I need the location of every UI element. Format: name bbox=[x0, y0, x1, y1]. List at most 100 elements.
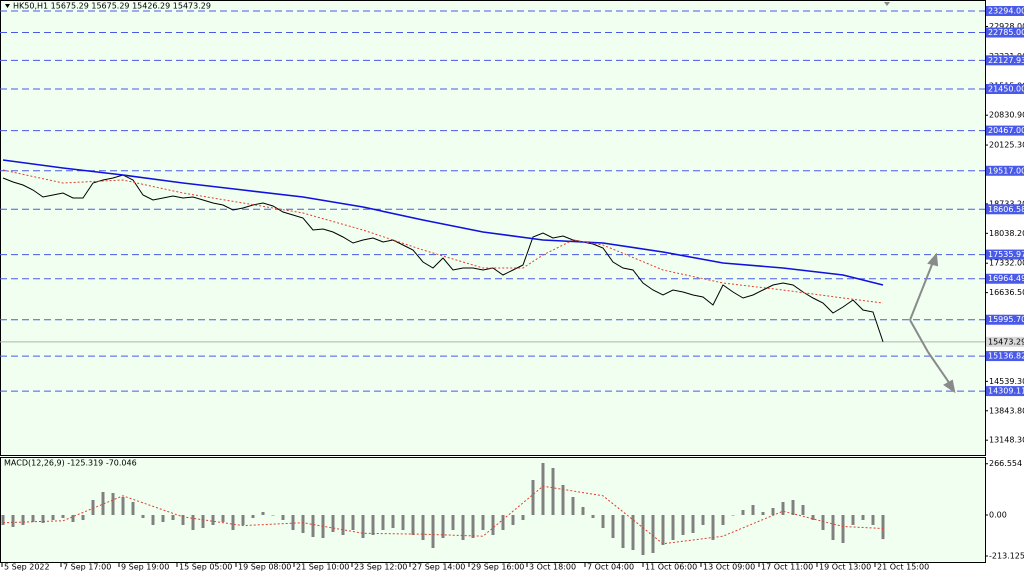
arrow-up bbox=[909, 261, 934, 321]
arrow-head bbox=[927, 252, 939, 267]
macd-bar bbox=[221, 515, 225, 522]
macd-bar bbox=[411, 515, 415, 535]
arrow-down bbox=[909, 319, 929, 353]
macd-bar bbox=[841, 515, 845, 543]
level-label: 21450.00 bbox=[988, 85, 1024, 94]
macd-bar bbox=[721, 515, 725, 525]
macd-bar bbox=[641, 515, 645, 555]
macd-bar bbox=[451, 515, 455, 530]
macd-bar bbox=[751, 505, 755, 515]
macd-bar bbox=[661, 515, 665, 545]
macd-bar bbox=[711, 515, 715, 540]
level-label: 16964.49 bbox=[988, 274, 1024, 283]
macd-bar bbox=[811, 515, 815, 520]
arrow-head bbox=[943, 379, 956, 394]
signal-line bbox=[2, 485, 884, 545]
arrow-down bbox=[927, 351, 951, 385]
macd-bar bbox=[281, 515, 285, 520]
macd-bar bbox=[621, 515, 625, 548]
macd-bar bbox=[561, 485, 565, 515]
x-tick-label: 21 Oct 15:00 bbox=[877, 563, 929, 572]
macd-bar bbox=[41, 515, 45, 523]
macd-bar bbox=[51, 515, 55, 520]
macd-bar bbox=[171, 515, 175, 520]
macd-bar bbox=[571, 497, 575, 515]
last-price-label: 15473.29 bbox=[988, 337, 1024, 346]
macd-bar bbox=[351, 515, 355, 530]
y-tick-label: -213.125 bbox=[989, 551, 1024, 560]
y-tick-label: 16636.50 bbox=[989, 288, 1024, 297]
macd-bar bbox=[31, 515, 35, 522]
macd-bar bbox=[831, 515, 835, 540]
level-label: 23294.00 bbox=[988, 6, 1024, 15]
macd-bar bbox=[181, 515, 185, 525]
macd-bar bbox=[211, 515, 215, 525]
level-label: 17535.97 bbox=[988, 250, 1024, 259]
macd-bar bbox=[651, 515, 655, 553]
macd-bar bbox=[401, 515, 405, 530]
level-label: 20467.00 bbox=[988, 126, 1024, 135]
price-series bbox=[2, 169, 884, 304]
x-tick-label: 9 Sep 19:00 bbox=[121, 563, 169, 572]
macd-bar bbox=[781, 502, 785, 515]
macd-bar bbox=[391, 515, 395, 528]
macd-bar bbox=[501, 515, 505, 530]
macd-bar bbox=[851, 515, 855, 525]
macd-bar bbox=[511, 515, 515, 525]
macd-bar bbox=[671, 515, 675, 540]
macd-bar bbox=[21, 515, 25, 525]
level-label-box bbox=[986, 5, 1024, 16]
y-tick-label: 266.554 bbox=[989, 459, 1022, 468]
x-tick-label: 13 Oct 09:00 bbox=[703, 563, 755, 572]
macd-bar bbox=[421, 515, 425, 540]
level-label-box bbox=[986, 314, 1024, 325]
macd-bar bbox=[431, 515, 435, 548]
y-tick-label: 13843.80 bbox=[989, 406, 1024, 415]
level-label-box bbox=[986, 249, 1024, 260]
shift-marker bbox=[884, 2, 890, 6]
chart-title: HK50,H1 15675.29 15675.29 15426.29 15473… bbox=[13, 2, 211, 11]
macd-bar bbox=[631, 515, 635, 550]
macd-bar bbox=[541, 463, 545, 515]
level-label-box bbox=[986, 204, 1024, 215]
macd-bar bbox=[761, 512, 765, 515]
x-tick-label: 5 Sep 2022 bbox=[4, 563, 50, 572]
macd-bar bbox=[301, 515, 305, 533]
x-tick-label: 19 Sep 08:00 bbox=[238, 563, 291, 572]
macd-bar bbox=[271, 515, 275, 516]
macd-bar bbox=[231, 515, 235, 530]
level-label-box bbox=[986, 27, 1024, 38]
level-label-box bbox=[986, 125, 1024, 136]
macd-bar bbox=[111, 493, 115, 515]
macd-bar bbox=[11, 515, 15, 527]
level-label: 19517.00 bbox=[988, 166, 1024, 175]
macd-bar bbox=[131, 502, 135, 515]
macd-bar bbox=[861, 515, 865, 520]
y-tick-label: 13148.30 bbox=[989, 436, 1024, 445]
macd-bar bbox=[791, 500, 795, 515]
macd-bar bbox=[701, 515, 705, 525]
level-label-box bbox=[986, 351, 1024, 362]
macd-bar bbox=[201, 515, 205, 528]
macd-bar bbox=[551, 468, 555, 515]
y-tick-label: 20125.30 bbox=[989, 141, 1024, 150]
y-tick-label: 18733.20 bbox=[989, 199, 1024, 208]
level-label: 22785.00 bbox=[988, 28, 1024, 37]
level-label: 15995.70 bbox=[988, 315, 1024, 324]
y-tick-label: 17332.00 bbox=[989, 259, 1024, 268]
macd-bar bbox=[261, 512, 265, 515]
last-price-box bbox=[986, 336, 1024, 347]
y-tick-label: 0.00 bbox=[989, 511, 1007, 520]
x-tick-label: 19 Oct 13:00 bbox=[819, 563, 871, 572]
y-tick-label: 20830.90 bbox=[989, 111, 1024, 120]
macd-bar bbox=[381, 515, 385, 530]
plot-layer: 22928.0022221.9021515.8020830.9020125.30… bbox=[0, 5, 1024, 572]
x-tick-label: 11 Oct 06:00 bbox=[645, 563, 697, 572]
macd-bar bbox=[681, 515, 685, 535]
macd-bar bbox=[691, 515, 695, 533]
macd-bar bbox=[491, 515, 495, 535]
macd-bar bbox=[161, 515, 165, 522]
x-tick-label: 17 Oct 11:00 bbox=[761, 563, 813, 572]
x-tick-label: 7 Oct 04:00 bbox=[587, 563, 634, 572]
